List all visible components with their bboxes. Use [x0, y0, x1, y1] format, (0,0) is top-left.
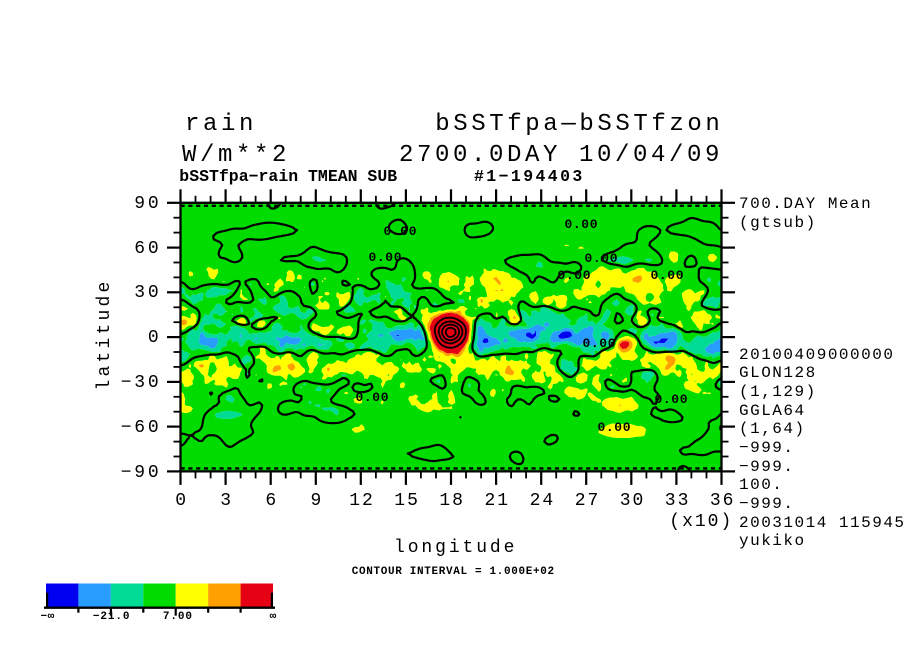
svg-text:latitude: latitude: [95, 278, 115, 390]
